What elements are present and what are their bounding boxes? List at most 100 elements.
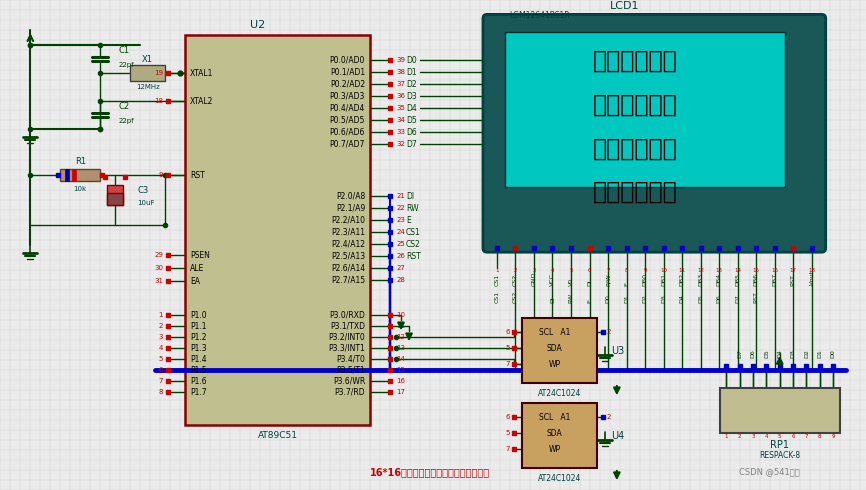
Text: AT24C1024: AT24C1024 — [538, 389, 581, 397]
Text: U2: U2 — [250, 21, 265, 30]
Text: 16: 16 — [772, 268, 779, 272]
Text: CS2: CS2 — [406, 240, 421, 249]
Text: RST: RST — [406, 252, 421, 261]
Text: 9: 9 — [158, 172, 163, 178]
Text: 7: 7 — [506, 361, 510, 367]
Text: DB5: DB5 — [735, 273, 740, 286]
Text: 黄河入海流。: 黄河入海流。 — [592, 92, 677, 116]
Text: P3.3/INT1: P3.3/INT1 — [328, 343, 365, 353]
Text: P2.6/A14: P2.6/A14 — [331, 264, 365, 272]
Bar — [72, 169, 76, 181]
Text: D2: D2 — [643, 294, 648, 303]
Text: VCC: VCC — [550, 273, 555, 286]
Bar — [185, 35, 370, 425]
Text: P1.3: P1.3 — [191, 343, 207, 353]
Text: ALE: ALE — [191, 264, 204, 272]
Text: D4: D4 — [406, 104, 417, 113]
Text: CS1: CS1 — [406, 228, 421, 237]
Text: DB7: DB7 — [772, 273, 777, 286]
Text: 39: 39 — [396, 57, 405, 63]
Text: WP: WP — [548, 360, 560, 368]
Text: 8: 8 — [818, 434, 822, 439]
Text: 31: 31 — [154, 278, 163, 284]
Text: 9: 9 — [643, 268, 647, 272]
Text: P2.3/A11: P2.3/A11 — [331, 228, 365, 237]
Text: P0.1/AD1: P0.1/AD1 — [330, 68, 365, 77]
Text: P0.0/AD0: P0.0/AD0 — [330, 56, 365, 65]
Text: XTAL2: XTAL2 — [191, 97, 214, 106]
Text: RST: RST — [191, 171, 205, 180]
Text: P2.1/A9: P2.1/A9 — [336, 204, 365, 213]
Text: 2: 2 — [158, 323, 163, 329]
Text: P0.6/AD6: P0.6/AD6 — [330, 128, 365, 137]
Text: C3: C3 — [137, 186, 148, 195]
Text: D6: D6 — [406, 128, 417, 137]
Text: DB1: DB1 — [661, 273, 666, 286]
Text: D4: D4 — [777, 349, 782, 358]
Text: DB0: DB0 — [643, 273, 648, 286]
Text: E: E — [406, 216, 410, 225]
Text: 32: 32 — [396, 141, 405, 147]
Bar — [505, 32, 785, 187]
Text: 19: 19 — [154, 71, 163, 76]
Text: 14: 14 — [396, 356, 405, 362]
Text: D2: D2 — [804, 349, 809, 358]
Text: 10: 10 — [396, 312, 405, 318]
Text: RESPACK-8: RESPACK-8 — [759, 450, 800, 460]
Text: V0: V0 — [568, 278, 573, 286]
Text: 23: 23 — [396, 217, 405, 223]
Text: 16*16点阵中文字库存放在这两块芯片中: 16*16点阵中文字库存放在这两块芯片中 — [370, 467, 490, 477]
Text: X1: X1 — [142, 55, 153, 64]
Text: RST: RST — [753, 291, 759, 303]
Text: D7: D7 — [737, 349, 742, 358]
Text: D7: D7 — [406, 140, 417, 149]
Text: D5: D5 — [764, 349, 769, 358]
Text: -Vout: -Vout — [809, 270, 814, 286]
Text: DI: DI — [550, 296, 555, 303]
Text: 10k: 10k — [74, 186, 87, 192]
Text: 10: 10 — [660, 268, 667, 272]
Text: 18: 18 — [154, 98, 163, 104]
Text: GND: GND — [532, 271, 536, 286]
Text: P3.5/T1: P3.5/T1 — [336, 366, 365, 374]
Text: U4: U4 — [611, 431, 624, 441]
Text: RST: RST — [791, 274, 796, 286]
Text: 8: 8 — [158, 389, 163, 395]
Text: 37: 37 — [396, 81, 405, 87]
Bar — [130, 65, 165, 81]
Text: SDA: SDA — [546, 429, 562, 438]
Text: P2.7/A15: P2.7/A15 — [331, 276, 365, 285]
Text: D3: D3 — [791, 349, 796, 358]
Text: P0.3/AD3: P0.3/AD3 — [330, 92, 365, 101]
Text: 1: 1 — [158, 312, 163, 318]
Text: LGM12641BS1R: LGM12641BS1R — [509, 11, 570, 20]
Text: 2: 2 — [607, 329, 611, 335]
Text: 24: 24 — [396, 229, 404, 235]
Text: P3.2/INT0: P3.2/INT0 — [328, 333, 365, 342]
Text: 2: 2 — [738, 434, 741, 439]
Text: 30: 30 — [154, 265, 163, 271]
Text: C1: C1 — [119, 46, 129, 55]
Text: P2.2/A10: P2.2/A10 — [331, 216, 365, 225]
Text: P1.1: P1.1 — [191, 321, 207, 331]
Text: DI: DI — [587, 279, 592, 286]
Text: 18: 18 — [808, 268, 815, 272]
Text: 5: 5 — [506, 345, 510, 351]
Text: 12: 12 — [396, 334, 405, 340]
Text: EA: EA — [191, 277, 200, 286]
Text: 1: 1 — [495, 268, 499, 272]
Text: PSEN: PSEN — [191, 251, 210, 260]
Text: D7: D7 — [735, 294, 740, 303]
Text: 21: 21 — [396, 193, 405, 199]
Text: 6: 6 — [792, 434, 795, 439]
Text: 26: 26 — [396, 253, 405, 259]
Text: 9: 9 — [831, 434, 835, 439]
Text: P0.5/AD5: P0.5/AD5 — [330, 116, 365, 125]
Text: P3.7/RD: P3.7/RD — [334, 388, 365, 396]
Text: D1: D1 — [818, 349, 822, 358]
Text: 36: 36 — [396, 93, 405, 99]
Text: D2: D2 — [406, 80, 417, 89]
Text: CS2: CS2 — [513, 274, 518, 286]
Text: 5: 5 — [778, 434, 781, 439]
Text: D4: D4 — [680, 294, 685, 303]
